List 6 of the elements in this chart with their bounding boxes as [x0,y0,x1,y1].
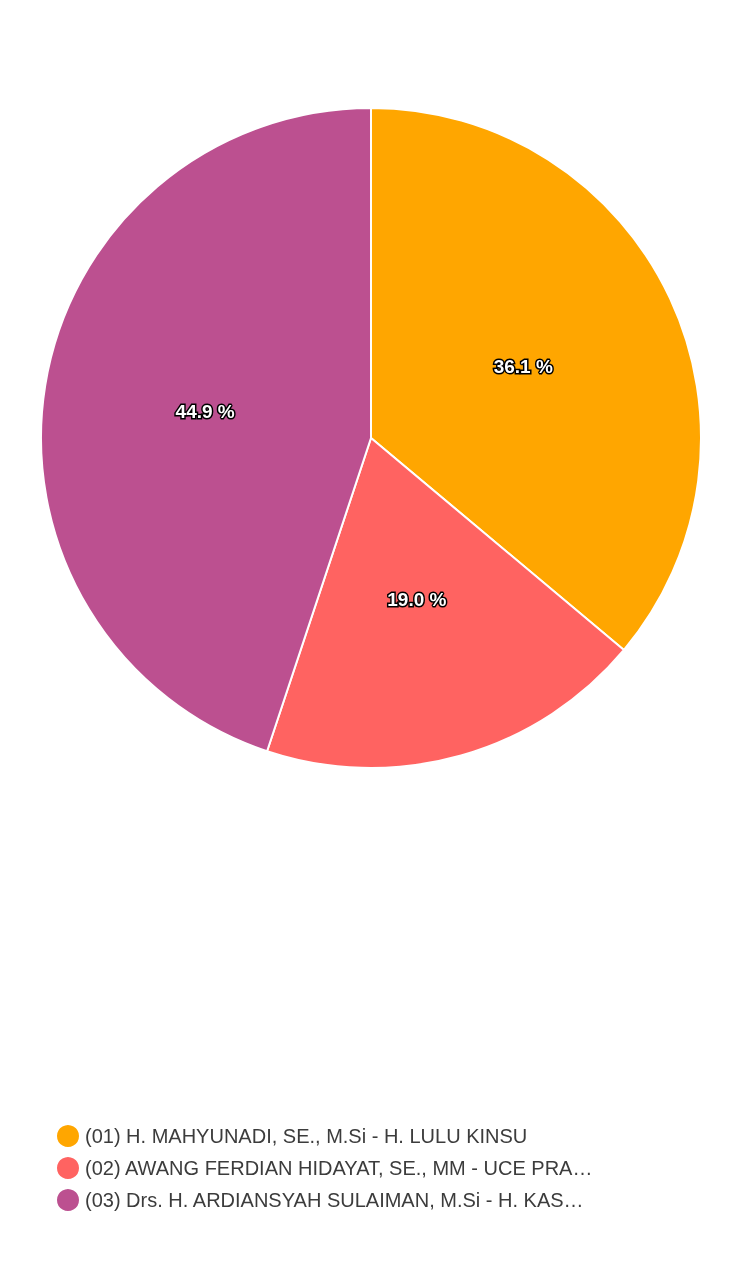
legend-label: (03) Drs. H. ARDIANSYAH SULAIMAN, M.Si - H. KAS… [85,1189,584,1211]
data-label: 19.0 % [387,589,447,611]
data-label: 36.1 % [493,356,553,378]
legend-label: (02) AWANG FERDIAN HIDAYAT, SE., MM - UCE PRA… [85,1157,593,1179]
legend-label: (01) H. MAHYUNADI, SE., M.Si - H. LULU KINSU [85,1125,528,1147]
data-label: 44.9 % [175,400,235,422]
